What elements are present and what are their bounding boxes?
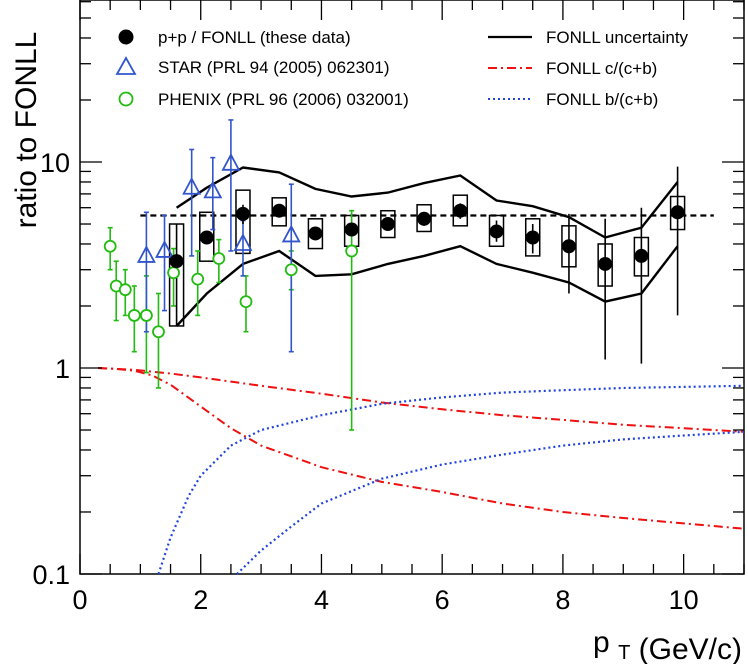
star-point — [281, 224, 301, 243]
phenix-point — [345, 244, 359, 258]
phenix-point — [167, 266, 180, 280]
data-systematic-box — [452, 194, 469, 227]
x-axis-title: p T (GeV/c) — [593, 626, 742, 664]
data-point — [453, 203, 468, 218]
data-systematic-box — [271, 197, 287, 227]
star-point — [136, 245, 156, 263]
data-point — [561, 239, 576, 254]
data-point — [634, 248, 649, 263]
y-tick-label: 10 — [40, 148, 70, 178]
star-point — [182, 176, 202, 195]
legend-label-fonll-c: FONLL c/(c+b) — [546, 59, 657, 78]
data-systematic-box — [488, 214, 505, 247]
data-point — [344, 222, 359, 237]
legend-label-fonll-uncertainty: FONLL uncertainty — [546, 28, 689, 47]
data-point — [525, 230, 540, 245]
x-tick-label: 2 — [193, 585, 208, 615]
data-point — [489, 224, 504, 239]
phenix-point — [284, 263, 298, 277]
fonll-b-fraction-curve — [157, 384, 745, 575]
data-point — [670, 205, 685, 220]
fonll-c-fraction-curve — [98, 367, 745, 530]
data-systematic-box — [380, 209, 396, 239]
fonll-b-fraction-curve — [236, 430, 745, 575]
y-axis-title: ratio to FONLL — [10, 32, 43, 229]
data-systematic-box — [524, 218, 541, 257]
markers-layer — [103, 152, 685, 339]
data-point — [199, 230, 214, 245]
legend-marker-data — [118, 29, 134, 45]
phenix-point — [118, 283, 132, 297]
x-tick-label: 8 — [555, 585, 570, 615]
x-tick-label: 6 — [435, 585, 450, 615]
data-point — [598, 256, 613, 271]
legend-label-data: p+p / FONLL (these data) — [158, 28, 351, 47]
x-tick-label: 0 — [72, 585, 87, 615]
star-point — [203, 180, 223, 199]
data-point — [417, 211, 432, 226]
axes-layer: 0 2 4 6 8 10 0.1 1 10 — [32, 0, 745, 615]
data-point — [272, 203, 287, 218]
legend-label-fonll-b: FONLL b/(c+b) — [546, 90, 658, 109]
data-point — [169, 254, 184, 269]
phenix-point — [139, 309, 153, 322]
fonll-c-fraction-curve — [98, 367, 745, 433]
plot-area-frame — [79, 0, 745, 575]
data-point — [380, 217, 395, 232]
fonll-uncertainty-upper-line — [175, 166, 679, 239]
star-point — [155, 240, 175, 258]
legend-marker-star — [115, 56, 137, 75]
legend-label-star: STAR (PRL 94 (2005) 062301) — [158, 58, 390, 77]
legend-marker-phenix — [118, 91, 134, 107]
phenix-point — [239, 295, 253, 309]
x-axis-title-subscript: T — [618, 642, 630, 664]
fonll-curves-layer — [98, 166, 745, 575]
phenix-point — [127, 309, 141, 322]
phenix-point — [191, 272, 205, 286]
x-axis-title-main: p — [593, 626, 610, 659]
star-point — [233, 233, 253, 251]
x-axis-title-unit: (GeV/c) — [639, 633, 742, 664]
star-point — [221, 152, 241, 171]
data-systematic-box — [416, 204, 432, 233]
legend: p+p / FONLL (these data) STAR (PRL 94 (2… — [115, 28, 689, 109]
data-systematic-box — [307, 218, 324, 250]
data-point — [308, 226, 323, 241]
y-tick-label: 1 — [55, 354, 70, 384]
x-tick-label: 4 — [314, 585, 329, 615]
y-tick-label: 0.1 — [32, 560, 70, 590]
fonll-uncertainty-lower-line — [175, 244, 679, 327]
x-tick-label: 10 — [669, 585, 699, 615]
phenix-point — [103, 239, 117, 253]
data-systematic-box — [199, 211, 215, 262]
phenix-point — [152, 325, 165, 339]
legend-label-phenix: PHENIX (PRL 96 (2006) 032001) — [158, 90, 409, 109]
data-point — [235, 206, 250, 221]
phenix-point — [212, 252, 226, 265]
